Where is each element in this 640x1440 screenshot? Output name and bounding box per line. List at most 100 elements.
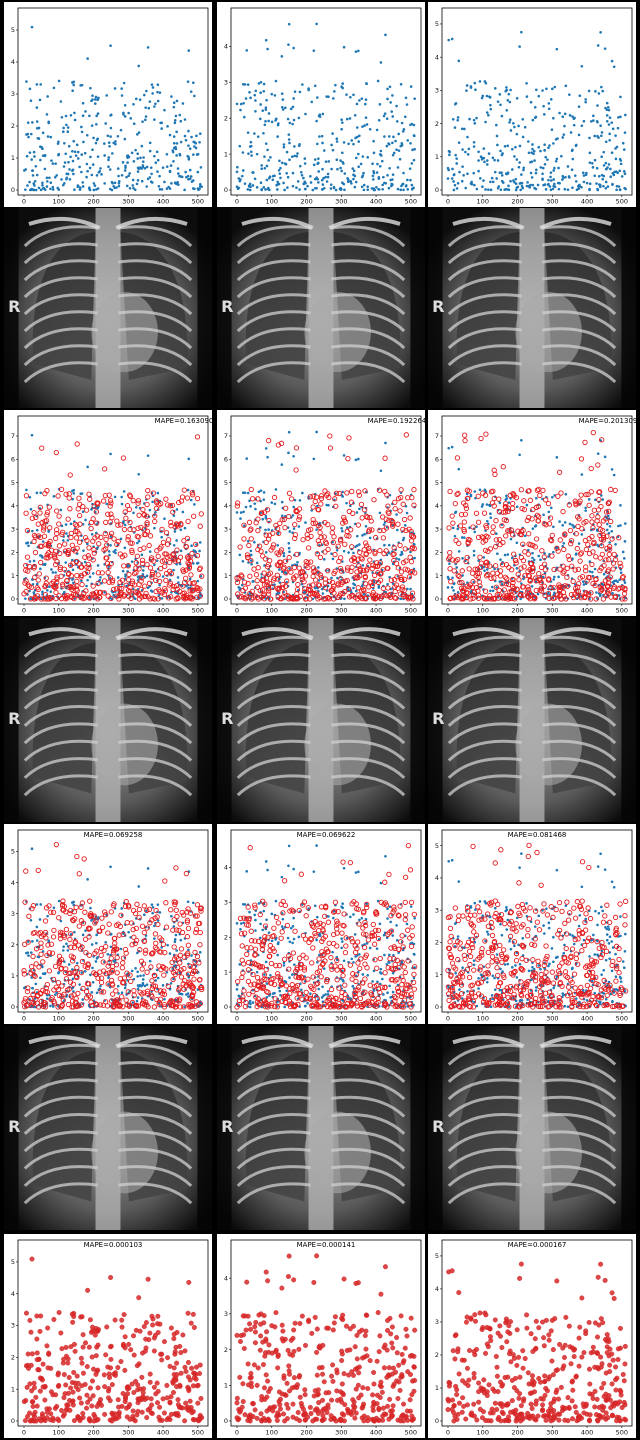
ground-truth-point (608, 541, 611, 544)
prediction-point (106, 970, 112, 976)
ground-truth-point (478, 80, 482, 83)
ground-truth-point (372, 139, 375, 143)
ground-truth-point (298, 90, 302, 94)
ground-truth-point (391, 153, 395, 157)
prediction-point (383, 516, 389, 522)
ground-truth-point (401, 538, 405, 542)
prediction-point (160, 941, 167, 948)
y-tick-label: 3 (435, 87, 439, 95)
ground-truth-point (91, 163, 95, 166)
ground-truth-point (453, 534, 457, 538)
ground-truth-point (174, 114, 178, 118)
prediction-point (183, 543, 189, 550)
x-tick-label: 200 (511, 198, 523, 206)
prediction-point (138, 586, 144, 593)
prediction-point (286, 513, 292, 520)
ground-truth-point (165, 152, 169, 156)
prediction-point (74, 441, 80, 447)
prediction-point (84, 981, 91, 987)
ground-truth-point (243, 182, 247, 185)
prediction-point (555, 548, 561, 554)
prediction-point (94, 500, 100, 506)
ground-truth-point (453, 126, 457, 129)
prediction-point (283, 570, 289, 576)
ground-truth-point (618, 188, 622, 192)
ground-truth-point (127, 930, 130, 934)
prediction-point (164, 554, 170, 560)
prediction-point (393, 560, 400, 567)
prediction-point (45, 542, 51, 548)
prediction-point (111, 950, 117, 956)
ground-truth-point (124, 164, 127, 168)
ground-truth-point (284, 571, 288, 575)
prediction-point (23, 588, 29, 595)
ground-truth-point (341, 490, 344, 494)
prediction-point (22, 1004, 28, 1010)
prediction-point (356, 492, 363, 498)
x-tick-label: 400 (581, 607, 593, 615)
ground-truth-point (64, 523, 68, 526)
prediction-point (377, 527, 383, 534)
prediction-point (189, 492, 196, 498)
ground-truth-point (456, 119, 460, 122)
ground-truth-point (600, 134, 603, 138)
y-tick-label: 5 (224, 479, 228, 487)
ground-truth-point (277, 169, 281, 172)
ground-truth-point (395, 104, 398, 108)
ground-truth-point (382, 523, 386, 526)
ground-truth-point (30, 25, 34, 29)
prediction-point (312, 498, 318, 505)
prediction-point (567, 527, 574, 534)
prediction-point (491, 467, 497, 473)
ground-truth-point (190, 954, 193, 957)
ground-truth-point (388, 85, 392, 89)
prediction-point (556, 593, 563, 599)
ground-truth-point (68, 168, 71, 171)
prediction-point (465, 540, 471, 547)
prediction-point (47, 525, 53, 531)
ground-truth-point (485, 568, 489, 571)
prediction-point (518, 554, 525, 561)
ground-truth-point (531, 183, 535, 187)
prediction-point (360, 586, 367, 593)
ground-truth-point (509, 88, 512, 92)
prediction-point (293, 595, 299, 601)
ground-truth-point (619, 95, 622, 99)
prediction-point (532, 544, 538, 550)
ground-truth-point (605, 119, 609, 123)
ground-truth-point (621, 550, 625, 554)
ground-truth-point (195, 543, 198, 546)
ground-truth-point (35, 173, 39, 177)
ground-truth-point (615, 188, 618, 192)
ground-truth-point (317, 157, 320, 160)
ground-truth-point (41, 184, 44, 187)
prediction-point (82, 595, 88, 601)
prediction-point (462, 432, 468, 438)
prediction-point (73, 1000, 79, 1006)
ground-truth-point (83, 560, 87, 564)
prediction-point (38, 940, 44, 946)
ground-truth-point (331, 540, 334, 544)
ground-truth-point (546, 183, 550, 186)
x-tick-label: 0 (22, 607, 26, 615)
prediction-point (557, 584, 563, 591)
prediction-point (70, 958, 76, 964)
prediction-point (310, 493, 316, 499)
ground-truth-point (139, 156, 142, 160)
ground-truth-point (563, 112, 567, 116)
prediction-point (475, 534, 482, 540)
prediction-point (197, 942, 203, 948)
ground-truth-point (595, 591, 598, 594)
ground-truth-point (379, 154, 383, 157)
ground-truth-point (455, 162, 458, 165)
ground-truth-point (488, 503, 491, 507)
y-tick-label: 1 (11, 972, 15, 980)
prediction-point (65, 551, 71, 557)
prediction-point (119, 585, 125, 592)
ground-truth-point (622, 170, 626, 173)
prediction-point (78, 969, 85, 976)
ground-truth-point (493, 87, 497, 90)
prediction-point (102, 578, 108, 584)
prediction-point (259, 510, 265, 516)
